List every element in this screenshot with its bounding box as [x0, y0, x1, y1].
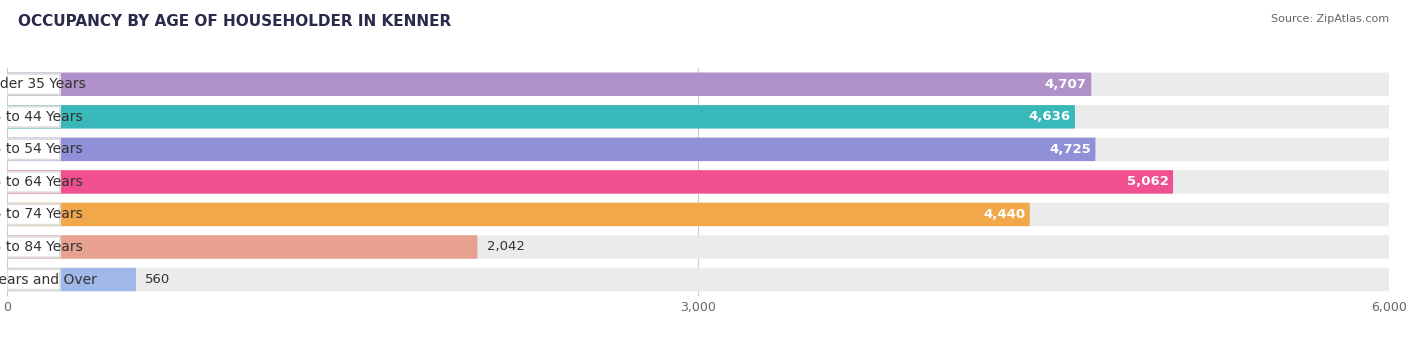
Text: 4,725: 4,725 — [1049, 143, 1091, 156]
FancyBboxPatch shape — [7, 139, 60, 160]
Text: 4,707: 4,707 — [1045, 78, 1087, 91]
FancyBboxPatch shape — [7, 203, 1389, 226]
Text: 4,636: 4,636 — [1028, 110, 1070, 123]
Text: 75 to 84 Years: 75 to 84 Years — [0, 240, 83, 254]
Text: 45 to 54 Years: 45 to 54 Years — [0, 142, 83, 156]
FancyBboxPatch shape — [7, 138, 1095, 161]
FancyBboxPatch shape — [7, 237, 60, 257]
FancyBboxPatch shape — [7, 138, 1389, 161]
Text: 85 Years and Over: 85 Years and Over — [0, 273, 97, 287]
Text: 65 to 74 Years: 65 to 74 Years — [0, 207, 83, 221]
FancyBboxPatch shape — [7, 269, 60, 290]
FancyBboxPatch shape — [7, 268, 1389, 291]
Text: OCCUPANCY BY AGE OF HOUSEHOLDER IN KENNER: OCCUPANCY BY AGE OF HOUSEHOLDER IN KENNE… — [18, 14, 451, 29]
FancyBboxPatch shape — [7, 203, 1029, 226]
FancyBboxPatch shape — [7, 105, 1076, 129]
FancyBboxPatch shape — [7, 235, 1389, 259]
Text: 5,062: 5,062 — [1126, 175, 1168, 188]
Text: 35 to 44 Years: 35 to 44 Years — [0, 110, 83, 124]
FancyBboxPatch shape — [7, 74, 60, 95]
FancyBboxPatch shape — [7, 105, 1389, 129]
FancyBboxPatch shape — [7, 171, 60, 192]
FancyBboxPatch shape — [7, 170, 1389, 193]
Text: Under 35 Years: Under 35 Years — [0, 77, 86, 91]
FancyBboxPatch shape — [7, 235, 478, 259]
FancyBboxPatch shape — [7, 72, 1091, 96]
Text: 55 to 64 Years: 55 to 64 Years — [0, 175, 83, 189]
FancyBboxPatch shape — [7, 72, 1389, 96]
Text: 560: 560 — [145, 273, 170, 286]
FancyBboxPatch shape — [7, 268, 136, 291]
FancyBboxPatch shape — [7, 204, 60, 225]
FancyBboxPatch shape — [7, 106, 60, 127]
Text: Source: ZipAtlas.com: Source: ZipAtlas.com — [1271, 14, 1389, 23]
FancyBboxPatch shape — [7, 170, 1173, 193]
Text: 2,042: 2,042 — [486, 240, 524, 254]
Text: 4,440: 4,440 — [983, 208, 1025, 221]
